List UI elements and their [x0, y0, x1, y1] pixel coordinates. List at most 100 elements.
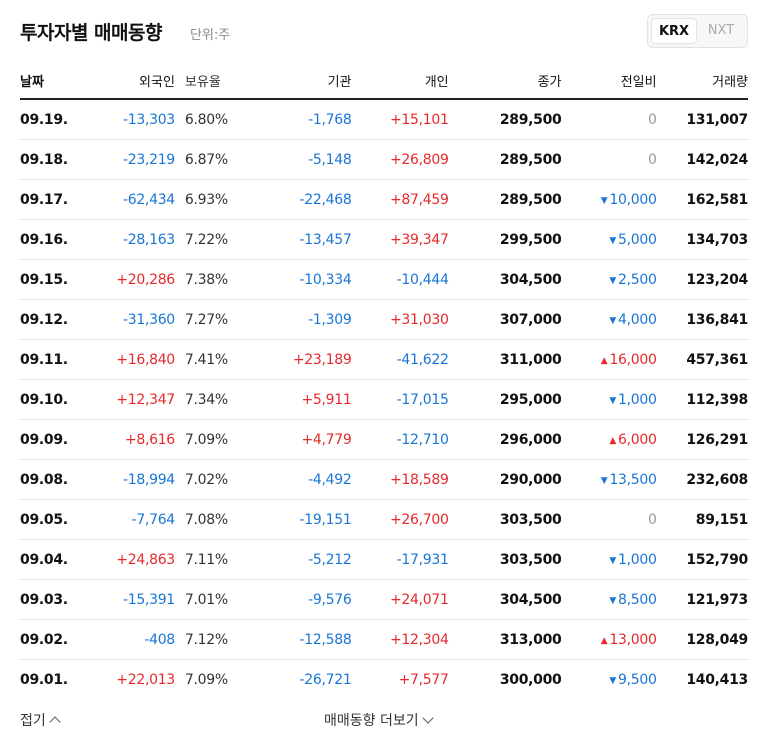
volume-cell-value: 457,361: [686, 351, 748, 368]
individual-cell: +7,577: [351, 660, 449, 700]
table-row: 09.12. -31,360 7.27% -1,309 +31,030 307,000 ▼ 4…: [20, 299, 748, 340]
tab-nxt[interactable]: NXT: [707, 23, 735, 38]
individual-cell-value: +15,101: [390, 111, 449, 128]
institution-cell: -9,576: [250, 579, 352, 620]
collapse-button[interactable]: 접기: [20, 710, 61, 730]
date-cell: 09.03.: [20, 579, 82, 620]
volume-cell-value: 123,204: [686, 271, 748, 288]
change-cell-value: 0: [648, 151, 657, 168]
holding-ratio-cell-value: 7.11%: [184, 551, 228, 568]
institution-cell-value: -12,588: [299, 631, 352, 648]
close-price-cell-value: 304,500: [499, 591, 562, 608]
individual-cell: +12,304: [351, 619, 449, 660]
individual-cell: +39,347: [351, 219, 449, 260]
institution-cell: -22,468: [250, 179, 352, 220]
individual-cell: -12,710: [351, 419, 449, 460]
triangle-down-icon: ▼: [600, 195, 608, 206]
table-row: 09.05. -7,764 7.08% -19,151 +26,700 303,500 0 8…: [20, 499, 749, 540]
individual-cell-value: -17,015: [396, 391, 449, 408]
volume-cell: 152,790: [656, 539, 748, 580]
volume-cell-value: 152,790: [686, 551, 748, 568]
triangle-up-icon: ▲: [609, 435, 617, 446]
change-cell-value: 10,000: [609, 191, 657, 208]
holding-ratio-cell-value: 7.08%: [184, 511, 228, 528]
foreign-cell: -408: [81, 619, 175, 660]
change-cell-value: 2,500: [618, 271, 657, 288]
individual-cell: +18,589: [351, 459, 449, 500]
market-toggle: KRX NXT: [647, 14, 748, 48]
volume-cell-value: 121,973: [686, 591, 748, 608]
tab-krx[interactable]: KRX: [651, 18, 697, 44]
close-price-cell-value: 289,500: [499, 151, 562, 168]
close-price-cell-value: 304,500: [499, 271, 562, 288]
holding-ratio-cell-value: 7.34%: [184, 391, 228, 408]
change-cell: ▼ 2,500: [561, 259, 657, 300]
date-cell: 09.11.: [20, 339, 82, 380]
triangle-down-icon: ▼: [609, 595, 617, 606]
change-cell: ▲ 6,000: [561, 419, 657, 460]
date-cell: 09.02.: [20, 619, 82, 660]
table-row: 09.10. +12,347 7.34% +5,911 -17,015 295,000 ▼ 1…: [20, 379, 748, 420]
date-cell: 09.18.: [20, 139, 82, 180]
close-price-cell-value: 295,000: [499, 391, 562, 408]
volume-cell: 134,703: [656, 219, 748, 260]
close-price-cell-value: 299,500: [499, 231, 562, 248]
volume-cell-value: 140,413: [686, 671, 748, 688]
holding-ratio-cell: 7.27%: [174, 299, 251, 340]
foreign-cell-value: +16,840: [116, 351, 175, 368]
holding-ratio-cell: 7.11%: [174, 539, 251, 580]
close-price-cell: 311,000: [448, 339, 562, 380]
date-cell: 09.16.: [20, 219, 82, 260]
close-price-cell-value: 307,000: [499, 311, 562, 328]
chevron-down-icon: [421, 712, 434, 724]
date-cell: 09.09.: [20, 419, 82, 460]
holding-ratio-cell: 7.38%: [174, 259, 251, 300]
volume-cell: 162,581: [656, 179, 748, 220]
more-trading-link[interactable]: 매매동향 더보기: [324, 710, 434, 730]
foreign-cell-value: -62,434: [122, 191, 175, 208]
change-cell-value: 13,000: [609, 631, 657, 648]
foreign-cell: -13,303: [81, 99, 175, 140]
change-cell: ▲ 13,000: [561, 619, 657, 660]
change-cell: ▼ 10,000: [561, 179, 657, 220]
col-close: 종가: [448, 62, 562, 100]
date-cell: 09.17.: [20, 179, 82, 220]
table-row: 09.01. +22,013 7.09% -26,721 +7,577 300,000 ▼ 9…: [20, 660, 748, 700]
date-cell-value: 09.05.: [20, 511, 68, 528]
holding-ratio-cell-value: 7.02%: [184, 471, 228, 488]
holding-ratio-cell-value: 7.12%: [184, 631, 228, 648]
institution-cell: +4,779: [250, 419, 352, 460]
institution-cell: -10,334: [250, 259, 352, 300]
table-row: 09.11. +16,840 7.41% +23,189 -41,622 311,000 ▲…: [20, 339, 748, 380]
change-cell: ▼ 9,500: [561, 660, 657, 700]
holding-ratio-cell: 7.34%: [174, 379, 251, 420]
change-cell: ▼ 5,000: [561, 219, 657, 260]
date-cell-value: 09.01.: [20, 671, 68, 688]
institution-cell-value: -10,334: [299, 271, 352, 288]
institution-cell-value: -22,468: [299, 191, 352, 208]
change-cell: ▼ 1,000: [561, 379, 657, 420]
investor-trading-table: 날짜 외국인 보유율 기관 개인 종가 전일비 거래량 09.19. -13,30…: [20, 62, 748, 699]
institution-cell: -5,212: [250, 539, 352, 580]
foreign-cell-value: +8,616: [124, 431, 175, 448]
holding-ratio-cell-value: 7.38%: [184, 271, 228, 288]
change-cell-value: 9,500: [618, 671, 657, 688]
table-row: 09.03. -15,391 7.01% -9,576 +24,071 304,500 ▼ 8…: [20, 579, 748, 620]
volume-cell-value: 89,151: [695, 511, 749, 528]
individual-cell-value: -17,931: [396, 551, 449, 568]
foreign-cell: +12,347: [81, 379, 175, 420]
change-cell-value: 13,500: [609, 471, 657, 488]
table-row: 09.08. -18,994 7.02% -4,492 +18,589 290,000 ▼ 1…: [20, 459, 748, 500]
foreign-cell-value: +12,347: [116, 391, 175, 408]
collapse-label: 접기: [20, 713, 46, 729]
volume-cell: 112,398: [656, 379, 748, 420]
individual-cell-value: +12,304: [390, 631, 449, 648]
close-price-cell: 289,500: [448, 179, 562, 220]
foreign-cell-value: -31,360: [122, 311, 175, 328]
date-cell-value: 09.08.: [20, 471, 68, 488]
foreign-cell: -62,434: [81, 179, 175, 220]
individual-cell: +26,809: [351, 139, 449, 180]
change-cell: 0: [561, 99, 657, 140]
foreign-cell: -7,764: [81, 499, 175, 540]
foreign-cell: +22,013: [82, 660, 175, 700]
